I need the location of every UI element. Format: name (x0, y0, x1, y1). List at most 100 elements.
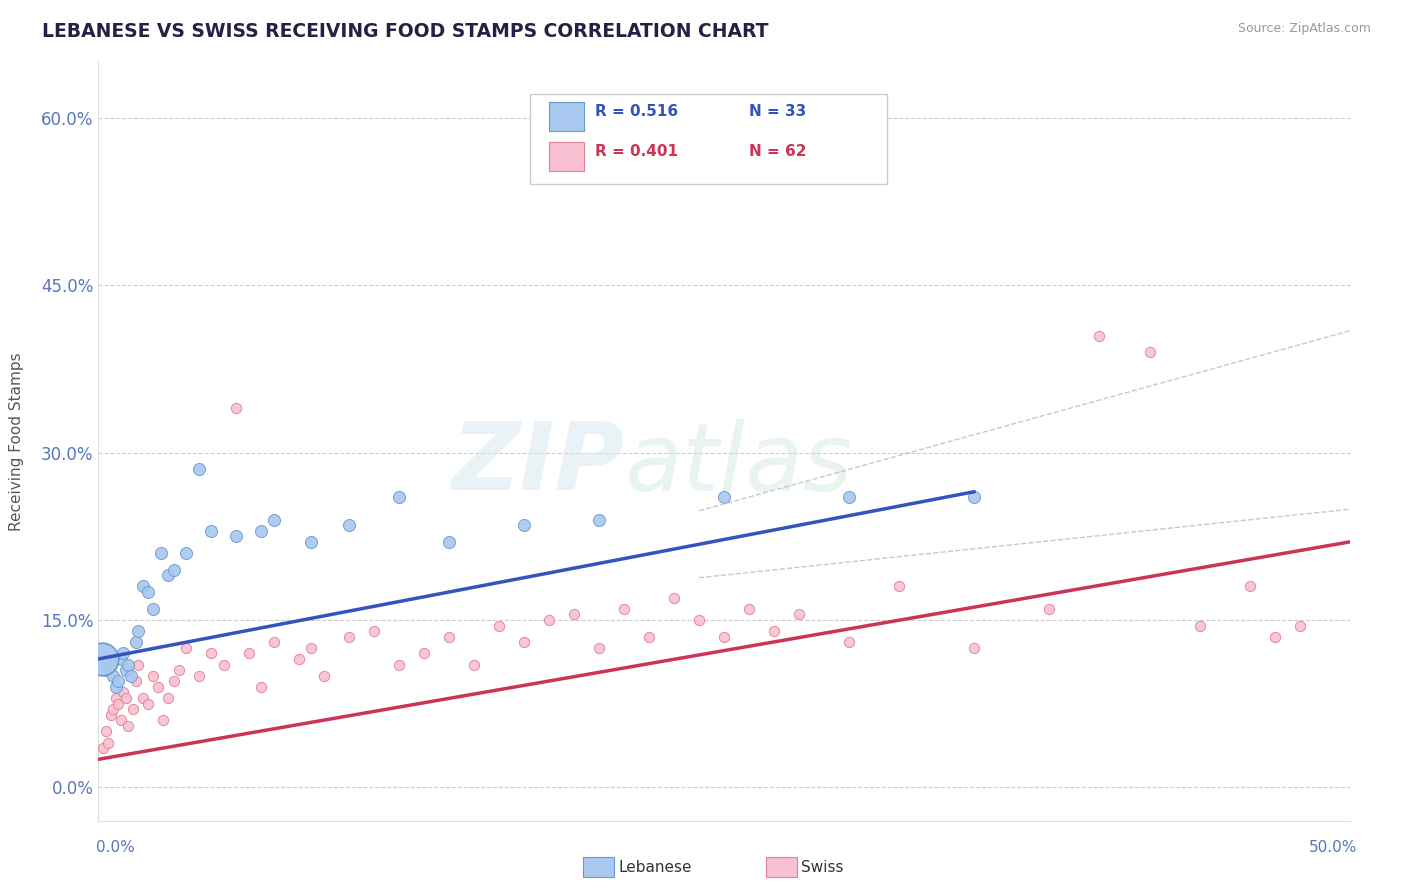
Point (100, 707, 122, 722)
Point (200, 524, 222, 538)
Text: N = 62: N = 62 (749, 144, 807, 159)
Point (107, 674, 129, 689)
Point (187, 462, 209, 476)
Text: Swiss: Swiss (801, 860, 844, 874)
Point (738, 602, 761, 616)
Point (138, 697, 160, 711)
Point (263, 635, 285, 649)
Point (212, 657, 235, 672)
Point (388, 490, 411, 504)
Point (638, 630, 661, 644)
Point (91, 652, 114, 666)
Point (127, 657, 149, 672)
Point (117, 657, 139, 672)
Point (103, 702, 125, 716)
Point (437, 630, 460, 644)
Point (127, 624, 149, 639)
Text: atlas: atlas (624, 418, 852, 510)
Point (437, 534, 460, 549)
Point (125, 635, 148, 649)
Point (110, 652, 132, 666)
Point (110, 714, 132, 728)
Point (662, 591, 685, 605)
Point (763, 624, 786, 639)
Point (107, 697, 129, 711)
Point (100, 657, 122, 672)
Point (162, 563, 184, 577)
Text: R = 0.401: R = 0.401 (595, 144, 678, 159)
Point (1288, 618, 1310, 632)
Point (588, 640, 610, 655)
Point (513, 635, 536, 649)
Point (152, 714, 174, 728)
Point (713, 490, 735, 504)
Point (537, 613, 560, 627)
Point (94, 663, 117, 677)
Point (1038, 602, 1060, 616)
Point (299, 640, 322, 655)
Point (613, 602, 636, 616)
Point (337, 518, 360, 533)
Point (363, 624, 385, 639)
Point (562, 607, 585, 622)
Point (115, 663, 138, 677)
Point (463, 657, 485, 672)
Point (963, 490, 986, 504)
Point (787, 607, 810, 622)
Point (187, 669, 209, 683)
Point (93, 741, 115, 756)
Text: N = 33: N = 33 (749, 103, 807, 119)
Point (688, 613, 710, 627)
Point (150, 546, 173, 560)
Point (287, 652, 309, 666)
Point (513, 518, 536, 533)
Text: Lebanese: Lebanese (619, 860, 692, 874)
Point (162, 674, 184, 689)
Point (889, 580, 911, 594)
Point (157, 568, 180, 582)
Point (1264, 630, 1286, 644)
Point (1139, 345, 1161, 359)
Point (120, 669, 142, 683)
Point (263, 512, 285, 526)
Y-axis label: Receiving Food Stamps: Receiving Food Stamps (10, 352, 24, 531)
Point (238, 646, 260, 660)
Point (488, 618, 510, 632)
Point (112, 646, 135, 660)
Point (125, 674, 148, 689)
Point (94, 724, 117, 739)
Point (97, 735, 120, 749)
Point (117, 719, 139, 733)
Bar (548, 102, 583, 130)
Point (138, 585, 160, 599)
Point (337, 630, 360, 644)
Point (1239, 580, 1261, 594)
Point (104, 690, 127, 705)
Point (104, 680, 127, 694)
Point (112, 685, 135, 699)
Point (838, 635, 860, 649)
Point (132, 580, 155, 594)
Point (115, 690, 138, 705)
Point (588, 512, 610, 526)
Point (388, 657, 411, 672)
FancyBboxPatch shape (530, 95, 887, 184)
Point (200, 646, 222, 660)
Text: 0.0%: 0.0% (96, 840, 135, 855)
Point (148, 680, 170, 694)
Point (174, 640, 197, 655)
Text: ZIP: ZIP (451, 418, 624, 510)
Point (312, 669, 335, 683)
Point (142, 602, 165, 616)
Point (167, 663, 190, 677)
Point (142, 669, 165, 683)
Point (174, 546, 197, 560)
Point (299, 534, 322, 549)
Text: R = 0.516: R = 0.516 (595, 103, 678, 119)
Text: 50.0%: 50.0% (1309, 840, 1357, 855)
Point (412, 646, 434, 660)
Point (157, 690, 180, 705)
Point (838, 490, 860, 504)
Point (122, 702, 145, 716)
Text: LEBANESE VS SWISS RECEIVING FOOD STAMPS CORRELATION CHART: LEBANESE VS SWISS RECEIVING FOOD STAMPS … (42, 22, 769, 41)
